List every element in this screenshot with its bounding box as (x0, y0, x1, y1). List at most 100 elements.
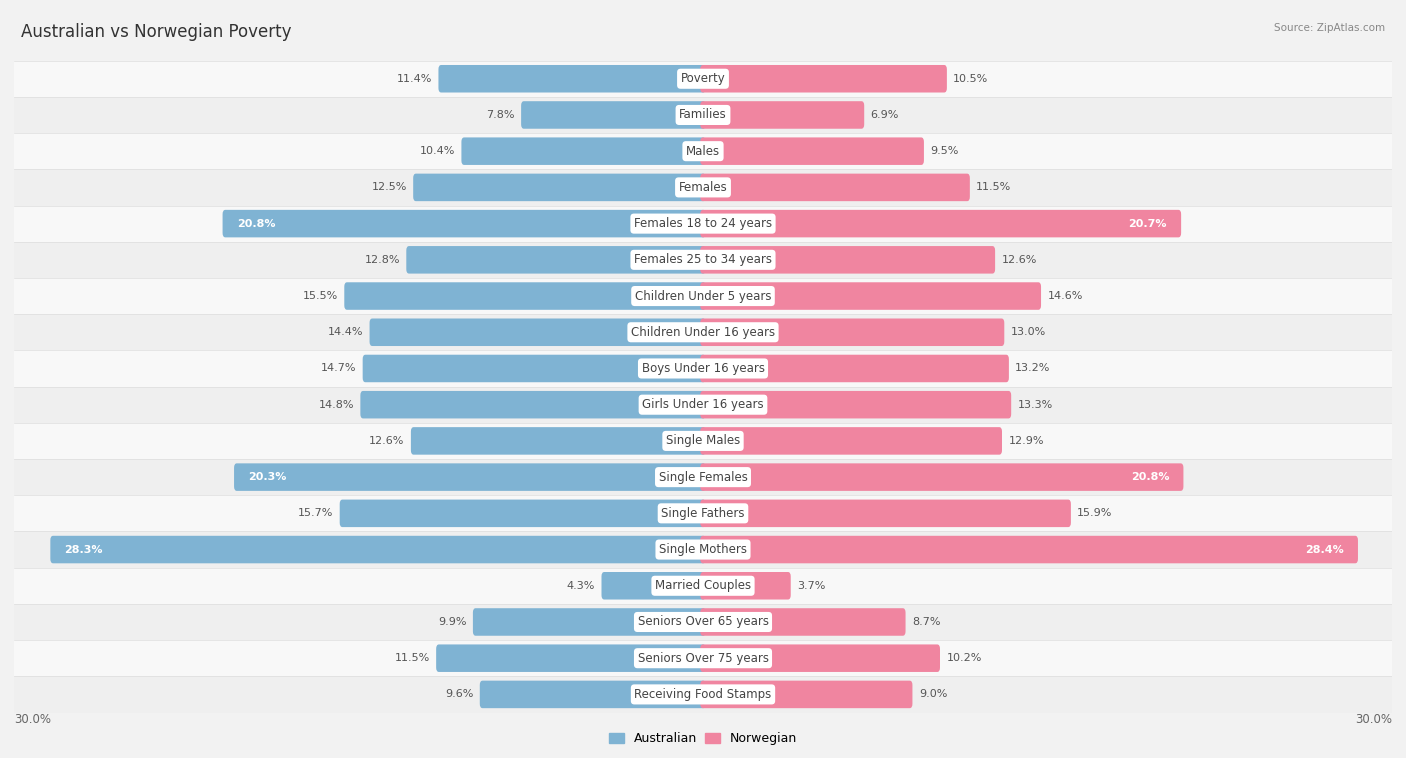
Text: 12.6%: 12.6% (1001, 255, 1036, 265)
FancyBboxPatch shape (700, 355, 1010, 382)
FancyBboxPatch shape (700, 137, 924, 165)
FancyBboxPatch shape (700, 536, 1358, 563)
Bar (14, 640, 1392, 676)
FancyBboxPatch shape (700, 391, 1011, 418)
Text: Receiving Food Stamps: Receiving Food Stamps (634, 688, 772, 701)
FancyBboxPatch shape (700, 210, 1181, 237)
Text: 15.9%: 15.9% (1077, 509, 1112, 518)
Text: 11.5%: 11.5% (976, 183, 1011, 193)
Text: Single Females: Single Females (658, 471, 748, 484)
Bar (14, 61, 1392, 97)
Text: 10.5%: 10.5% (953, 74, 988, 83)
Bar (14, 387, 1392, 423)
FancyBboxPatch shape (472, 608, 706, 636)
FancyBboxPatch shape (370, 318, 706, 346)
Bar (14, 278, 1392, 314)
Text: 10.4%: 10.4% (419, 146, 456, 156)
Bar (14, 531, 1392, 568)
Bar (14, 169, 1392, 205)
FancyBboxPatch shape (51, 536, 706, 563)
Bar (14, 205, 1392, 242)
Bar (14, 97, 1392, 133)
Text: Seniors Over 75 years: Seniors Over 75 years (637, 652, 769, 665)
FancyBboxPatch shape (413, 174, 706, 201)
Text: Source: ZipAtlas.com: Source: ZipAtlas.com (1274, 23, 1385, 33)
Text: 20.8%: 20.8% (236, 218, 276, 229)
Text: 9.9%: 9.9% (437, 617, 467, 627)
Text: Females: Females (679, 181, 727, 194)
Bar (14, 242, 1392, 278)
Text: Children Under 16 years: Children Under 16 years (631, 326, 775, 339)
FancyBboxPatch shape (340, 500, 706, 527)
Text: Males: Males (686, 145, 720, 158)
FancyBboxPatch shape (700, 644, 941, 672)
Text: 20.7%: 20.7% (1129, 218, 1167, 229)
FancyBboxPatch shape (602, 572, 706, 600)
Text: 20.8%: 20.8% (1130, 472, 1170, 482)
Bar (14, 495, 1392, 531)
FancyBboxPatch shape (222, 210, 706, 237)
Bar (14, 314, 1392, 350)
Text: 12.5%: 12.5% (371, 183, 406, 193)
Text: 11.4%: 11.4% (396, 74, 432, 83)
Text: 9.0%: 9.0% (920, 690, 948, 700)
Text: Married Couples: Married Couples (655, 579, 751, 592)
Text: 3.7%: 3.7% (797, 581, 825, 590)
Text: Poverty: Poverty (681, 72, 725, 85)
FancyBboxPatch shape (700, 174, 970, 201)
FancyBboxPatch shape (700, 463, 1184, 491)
FancyBboxPatch shape (700, 572, 790, 600)
Bar (14, 350, 1392, 387)
FancyBboxPatch shape (411, 428, 706, 455)
FancyBboxPatch shape (344, 282, 706, 310)
Text: 15.7%: 15.7% (298, 509, 333, 518)
Text: 12.6%: 12.6% (370, 436, 405, 446)
Text: 9.5%: 9.5% (931, 146, 959, 156)
Text: 12.8%: 12.8% (364, 255, 399, 265)
FancyBboxPatch shape (700, 608, 905, 636)
Text: 11.5%: 11.5% (395, 653, 430, 663)
FancyBboxPatch shape (479, 681, 706, 708)
Text: 7.8%: 7.8% (486, 110, 515, 120)
Text: Females 18 to 24 years: Females 18 to 24 years (634, 217, 772, 230)
Legend: Australian, Norwegian: Australian, Norwegian (609, 732, 797, 745)
FancyBboxPatch shape (700, 282, 1040, 310)
FancyBboxPatch shape (436, 644, 706, 672)
Text: Single Fathers: Single Fathers (661, 507, 745, 520)
Bar (14, 459, 1392, 495)
Text: Seniors Over 65 years: Seniors Over 65 years (637, 615, 769, 628)
Bar (14, 676, 1392, 713)
Text: 14.7%: 14.7% (321, 364, 356, 374)
FancyBboxPatch shape (700, 681, 912, 708)
Text: 13.0%: 13.0% (1011, 327, 1046, 337)
FancyBboxPatch shape (700, 65, 946, 92)
Text: Girls Under 16 years: Girls Under 16 years (643, 398, 763, 411)
Text: 6.9%: 6.9% (870, 110, 898, 120)
FancyBboxPatch shape (439, 65, 706, 92)
FancyBboxPatch shape (700, 500, 1071, 527)
Text: 13.2%: 13.2% (1015, 364, 1050, 374)
Text: 14.4%: 14.4% (328, 327, 363, 337)
FancyBboxPatch shape (360, 391, 706, 418)
Text: 13.3%: 13.3% (1018, 399, 1053, 409)
FancyBboxPatch shape (700, 428, 1002, 455)
Text: Children Under 5 years: Children Under 5 years (634, 290, 772, 302)
Text: 12.9%: 12.9% (1008, 436, 1043, 446)
FancyBboxPatch shape (700, 318, 1004, 346)
Text: 14.6%: 14.6% (1047, 291, 1083, 301)
Text: 30.0%: 30.0% (14, 713, 51, 726)
Text: 9.6%: 9.6% (444, 690, 474, 700)
FancyBboxPatch shape (406, 246, 706, 274)
Bar (14, 133, 1392, 169)
Text: Boys Under 16 years: Boys Under 16 years (641, 362, 765, 375)
Text: Single Males: Single Males (666, 434, 740, 447)
Text: Single Mothers: Single Mothers (659, 543, 747, 556)
Bar (14, 568, 1392, 604)
FancyBboxPatch shape (461, 137, 706, 165)
Text: Families: Families (679, 108, 727, 121)
FancyBboxPatch shape (522, 102, 706, 129)
Text: 30.0%: 30.0% (1355, 713, 1392, 726)
FancyBboxPatch shape (233, 463, 706, 491)
Text: 8.7%: 8.7% (912, 617, 941, 627)
Text: 28.3%: 28.3% (65, 544, 103, 555)
